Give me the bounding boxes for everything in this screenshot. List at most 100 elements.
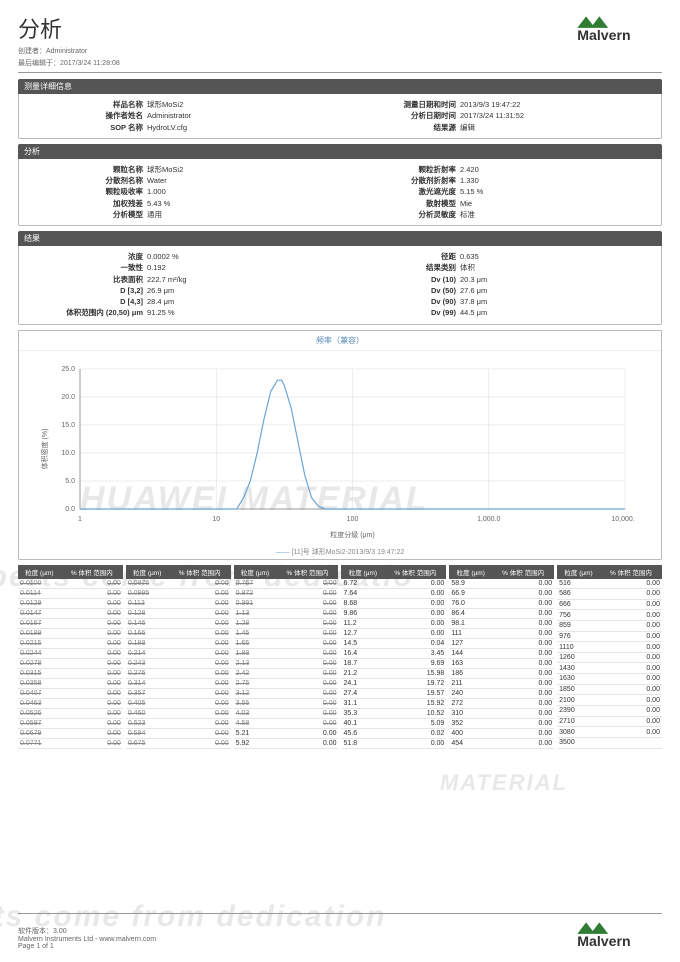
table-row: 6.720.00 (341, 579, 446, 589)
table-row: 4000.00 (449, 728, 554, 738)
table-row: 0.01470.00 (18, 608, 123, 618)
distribution-tables: 粒度 (μm)% 体积 范围内0.01000.000.01140.000.012… (18, 565, 662, 749)
data-table: 粒度 (μm)% 体积 范围内6.720.007.640.008.680.009… (341, 565, 446, 749)
svg-text:10.0: 10.0 (61, 450, 75, 457)
table-row: 3500 (557, 737, 662, 748)
table-row: 0.02440.00 (18, 648, 123, 658)
table-row: 23900.00 (557, 705, 662, 716)
table-row: 30800.00 (557, 727, 662, 738)
table-row: 3.120.00 (234, 688, 339, 698)
table-row: 0.1660.00 (126, 628, 231, 638)
table-row: 45.60.02 (341, 728, 446, 738)
table-row: 1270.00 (449, 638, 554, 648)
table-row: 27100.00 (557, 716, 662, 727)
table-row: 0.01000.00 (18, 579, 123, 589)
section-title: 分析 (18, 144, 662, 159)
page-title: 分析 (18, 12, 120, 44)
svg-text:0.0: 0.0 (65, 506, 75, 513)
table-row: 9.860.00 (341, 608, 446, 618)
kv-row: 体积范围内 (20,50) μm91.25 % (27, 307, 340, 318)
table-row: 2110.00 (449, 678, 554, 688)
table-row: 6660.00 (557, 599, 662, 610)
header: 分析 创建者：Administrator 最后编辑于：2017/3/24 11:… (18, 12, 662, 73)
creator-line: 创建者：Administrator (18, 46, 120, 56)
table-row: 1.650.00 (234, 638, 339, 648)
data-table: 粒度 (μm)% 体积 范围内0.08760.000.09950.000.113… (126, 565, 231, 749)
kv-row: 散射模型Mie (340, 198, 653, 209)
table-row: 0.03580.00 (18, 678, 123, 688)
data-table: 粒度 (μm)% 体积 范围内0.01000.000.01140.000.012… (18, 565, 123, 749)
table-row: 18.79.69 (341, 658, 446, 668)
svg-text:15.0: 15.0 (61, 422, 75, 429)
table-row: 16.43.45 (341, 648, 446, 658)
chart-legend: —— [11]号 球形MoSi2-2013/9/3 19:47:22 (19, 545, 661, 559)
table-row: 5.920.00 (234, 738, 339, 748)
table-row: 0.4600.00 (126, 708, 231, 718)
table-row: 18500.00 (557, 684, 662, 695)
table-row: 0.02780.00 (18, 658, 123, 668)
table-row: 2400.00 (449, 688, 554, 698)
table-row: 0.1460.00 (126, 618, 231, 628)
table-row: 0.01290.00 (18, 598, 123, 608)
data-table: 粒度 (μm)% 体积 范围内0.7670.000.8720.000.9910.… (234, 565, 339, 749)
kv-row: 结果源编辑 (340, 122, 653, 133)
section-body: 浓度0.0002 %一致性0.192比表面积222.7 m²/kgD [3,2]… (18, 246, 662, 325)
kv-row: Dv (99)44.5 μm (340, 307, 653, 318)
table-row: 0.08760.00 (126, 579, 231, 589)
table-row: 1.280.00 (234, 618, 339, 628)
kv-row: 结果类别体积 (340, 262, 653, 273)
table-row: 0.2140.00 (126, 648, 231, 658)
table-row: 0.5230.00 (126, 718, 231, 728)
table-row: 31.115.92 (341, 698, 446, 708)
kv-row: Dv (10)20.3 μm (340, 274, 653, 285)
kv-row: 加权残差5.43 % (27, 198, 340, 209)
table-row: 0.4050.00 (126, 698, 231, 708)
kv-row: 比表面积222.7 m²/kg (27, 274, 340, 285)
table-row: 2720.00 (449, 698, 554, 708)
table-row: 11.20.00 (341, 618, 446, 628)
table-row: 0.03150.00 (18, 668, 123, 678)
table-row: 12.70.00 (341, 628, 446, 638)
kv-row: 颗粒名称球形MoSi2 (27, 164, 340, 175)
kv-row: D [3,2]26.9 μm (27, 285, 340, 296)
table-row: 3.550.00 (234, 698, 339, 708)
malvern-logo-footer: Malvern (572, 918, 662, 950)
svg-text:100: 100 (347, 516, 359, 523)
table-row: 51.80.00 (341, 738, 446, 748)
table-row: 24.119.72 (341, 678, 446, 688)
watermark: MATERIAL (440, 770, 568, 796)
table-row: 9760.00 (557, 631, 662, 642)
table-row: 1.880.00 (234, 648, 339, 658)
table-row: 7560.00 (557, 610, 662, 621)
table-row: 8.680.00 (341, 598, 446, 608)
table-row: 0.05970.00 (18, 718, 123, 728)
table-row: 7.640.00 (341, 588, 446, 598)
kv-row: 操作者姓名Administrator (27, 110, 340, 121)
table-row: 0.04070.00 (18, 688, 123, 698)
table-row: 0.06790.00 (18, 728, 123, 738)
table-row: 2.750.00 (234, 678, 339, 688)
svg-text:1: 1 (78, 516, 82, 523)
table-row: 0.07710.00 (18, 738, 123, 748)
kv-row: Dv (50)27.6 μm (340, 285, 653, 296)
table-row: 1.130.00 (234, 608, 339, 618)
table-row: 1440.00 (449, 648, 554, 658)
table-row: 0.6750.00 (126, 738, 231, 748)
chart-panel: 频率（兼容） 0.05.010.015.020.025.01101001,000… (18, 330, 662, 560)
kv-row: 分散剂折射率1.330 (340, 175, 653, 186)
table-row: 0.1280.00 (126, 608, 231, 618)
table-row: 0.9910.00 (234, 598, 339, 608)
table-row: 1110.00 (449, 628, 554, 638)
edited-line: 最后编辑于：2017/3/24 11:28:08 (18, 58, 120, 68)
chart-title: 频率（兼容） (19, 331, 661, 351)
svg-text:Malvern: Malvern (577, 27, 630, 42)
svg-text:20.0: 20.0 (61, 394, 75, 401)
table-row: 11100.00 (557, 642, 662, 653)
table-row: 1630.00 (449, 658, 554, 668)
kv-row: SOP 名称HydroLV.cfg (27, 122, 340, 133)
kv-row: 径距0.635 (340, 251, 653, 262)
table-row: 0.04630.00 (18, 698, 123, 708)
kv-row: 分散剂名称Water (27, 175, 340, 186)
section-body: 样品名称球形MoSi2操作者姓名AdministratorSOP 名称Hydro… (18, 94, 662, 139)
table-row: 5860.00 (557, 589, 662, 600)
